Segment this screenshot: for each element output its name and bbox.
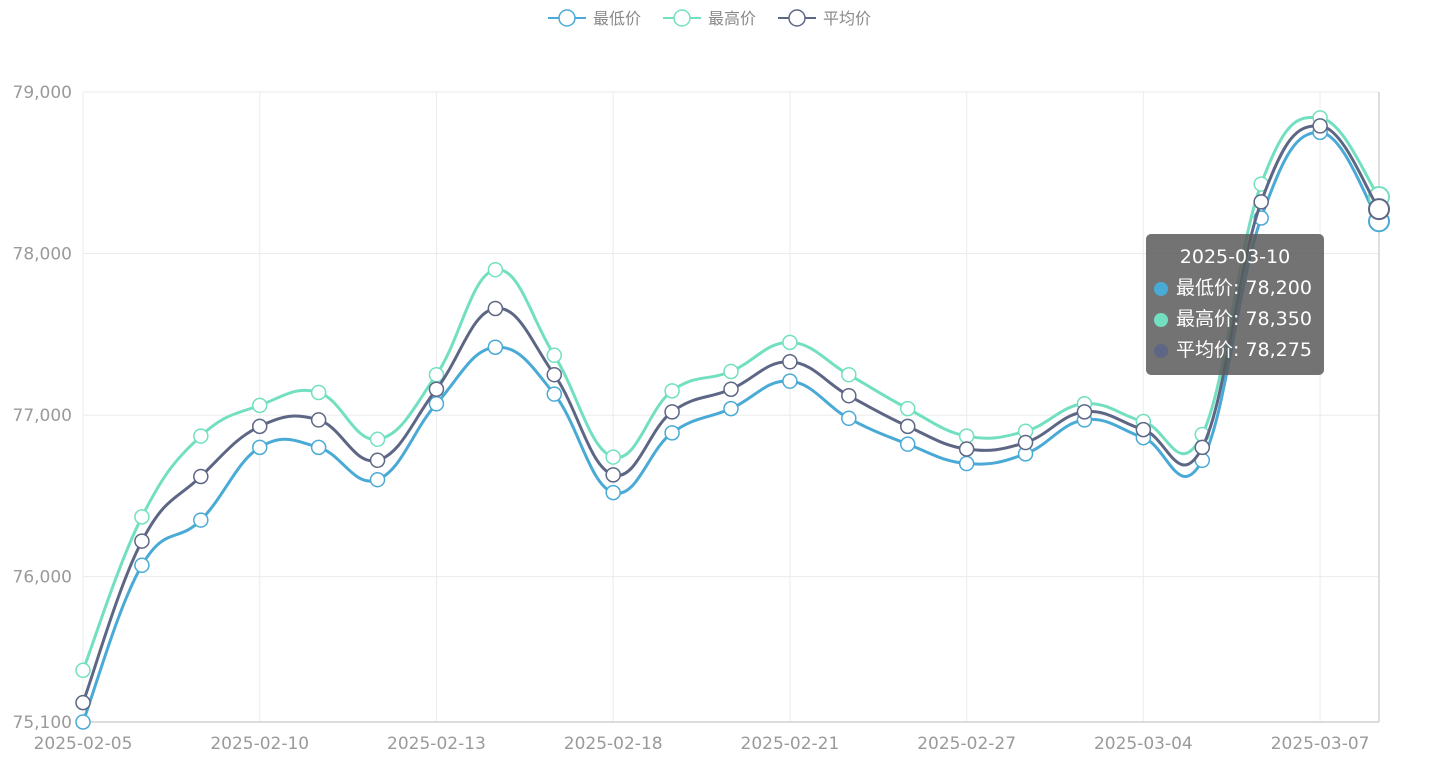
- data-point-max: [369, 431, 386, 448]
- legend-marker: [788, 9, 806, 27]
- data-point-min: [428, 396, 445, 412]
- y-tick-label: 75,100: [13, 713, 72, 733]
- data-point-min: [193, 512, 209, 528]
- data-point-avg: [428, 381, 445, 397]
- data-point-avg: [251, 418, 268, 435]
- data-point-max: [723, 363, 739, 380]
- data-point-max: [487, 261, 504, 278]
- data-point-avg: [723, 381, 739, 397]
- data-point-max: [310, 384, 327, 401]
- tooltip-dot-min: [1154, 281, 1168, 296]
- tooltip-row-avg: 平均价: 78,275: [1154, 335, 1316, 366]
- data-point-avg: [75, 694, 91, 711]
- data-point-avg: [605, 467, 621, 483]
- y-tick-label: 77,000: [13, 406, 72, 426]
- data-point-avg: [1194, 439, 1211, 456]
- data-point-avg: [1368, 198, 1390, 221]
- data-point-max: [546, 347, 563, 364]
- y-tick-label: 79,000: [13, 83, 72, 103]
- legend-label: 平均价: [823, 9, 871, 28]
- y-tick-label: 78,000: [13, 245, 72, 265]
- data-point-min: [251, 439, 268, 456]
- data-point-avg: [310, 412, 327, 428]
- x-tick-label: 2025-03-07: [1271, 734, 1370, 754]
- data-point-max: [193, 428, 209, 444]
- data-point-avg: [369, 452, 386, 469]
- data-point-min: [134, 557, 150, 574]
- data-point-max: [134, 509, 150, 525]
- data-point-min: [782, 373, 798, 389]
- x-tick-label: 2025-02-21: [741, 734, 840, 754]
- data-point-avg: [193, 468, 209, 485]
- legend-label: 最高价: [708, 9, 756, 28]
- data-point-max: [75, 662, 91, 679]
- data-point-min: [958, 455, 975, 472]
- data-point-min: [310, 439, 327, 456]
- series-avg: [75, 118, 1390, 711]
- tooltip-label-avg: 平均价: 78,275: [1176, 339, 1312, 361]
- data-point-max: [899, 400, 916, 417]
- data-point-max: [664, 383, 680, 399]
- tooltip-label-min: 最低价: 78,200: [1176, 277, 1312, 299]
- data-point-avg: [1017, 434, 1034, 451]
- tooltip-row-min: 最低价: 78,200: [1154, 273, 1316, 304]
- data-point-min: [899, 436, 916, 452]
- data-tooltip: 2025-03-10 最低价: 78,200 最高价: 78,350 平均价: …: [1146, 234, 1324, 375]
- data-point-avg: [546, 366, 563, 383]
- tooltip-title: 2025-03-10: [1179, 246, 1291, 268]
- data-point-avg: [782, 354, 798, 370]
- data-point-avg: [899, 418, 916, 435]
- data-point-max: [251, 397, 268, 414]
- legend-marker: [673, 9, 691, 27]
- tooltip-row-max: 最高价: 78,350: [1154, 304, 1316, 335]
- series-line-min: [81, 130, 1381, 723]
- x-tick-label: 2025-03-04: [1094, 734, 1193, 754]
- x-tick-label: 2025-02-27: [917, 734, 1016, 754]
- data-point-min: [664, 425, 680, 441]
- data-point-min: [723, 400, 739, 417]
- data-point-avg: [1135, 421, 1152, 438]
- x-tick-label: 2025-02-10: [210, 734, 309, 754]
- legend-label: 最低价: [593, 9, 641, 28]
- legend: 最低价 最高价 平均价: [548, 9, 871, 28]
- series-min: [75, 124, 1390, 730]
- data-point-max: [841, 366, 857, 383]
- data-point-max: [605, 449, 621, 465]
- tooltip-label-max: 最高价: 78,350: [1176, 308, 1312, 330]
- data-point-min: [369, 471, 386, 488]
- data-point-max: [958, 428, 975, 444]
- data-point-avg: [841, 387, 857, 404]
- legend-marker: [558, 9, 576, 27]
- tooltip-dot-max: [1154, 312, 1168, 327]
- data-point-avg: [1253, 194, 1269, 210]
- x-tick-label: 2025-02-13: [387, 734, 486, 754]
- data-point-min: [605, 484, 621, 501]
- data-point-min: [487, 339, 504, 355]
- data-point-avg: [1312, 118, 1328, 134]
- x-tick-label: 2025-02-05: [34, 734, 133, 754]
- tooltip-dot-avg: [1154, 343, 1168, 358]
- series-max: [75, 110, 1390, 679]
- x-tick-label: 2025-02-18: [564, 734, 663, 754]
- data-point-max: [782, 334, 798, 351]
- data-point-avg: [1076, 404, 1093, 420]
- y-tick-label: 76,000: [13, 568, 72, 588]
- data-point-min: [546, 386, 563, 402]
- data-point-min: [841, 410, 857, 427]
- data-point-avg: [958, 441, 975, 457]
- data-point-avg: [664, 404, 680, 420]
- data-point-avg: [134, 533, 150, 549]
- data-point-avg: [487, 300, 504, 317]
- data-point-min: [75, 714, 91, 730]
